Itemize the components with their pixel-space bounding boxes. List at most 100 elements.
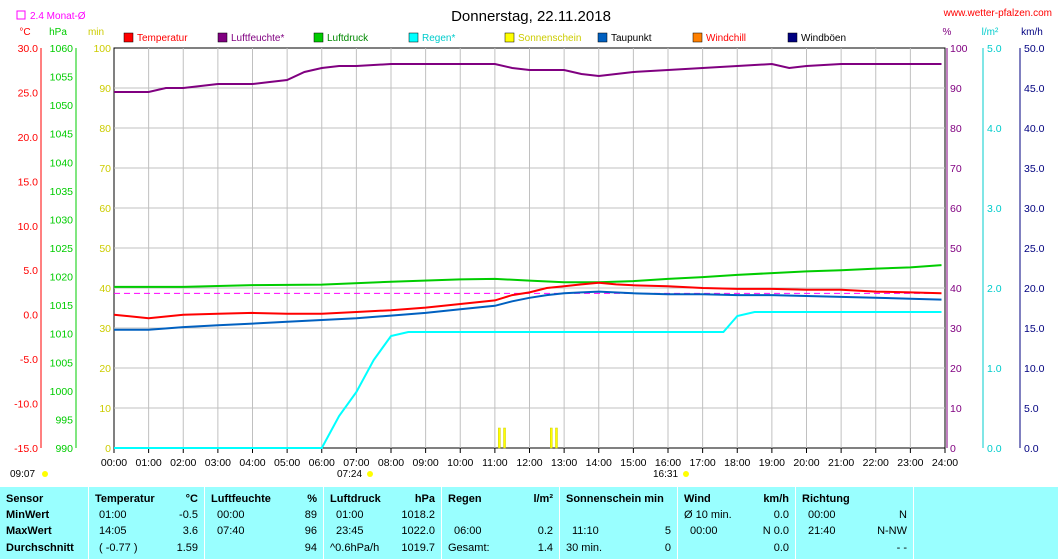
temp-tick-label: 20.0 [18,132,39,144]
pressure-header: Luftdruck [330,493,381,505]
sensor-header: Sensor [6,493,44,505]
rain-tick-label: 0.0 [987,443,1002,455]
humidity-tick-label: 20 [950,363,962,375]
legend-label: Windchill [706,33,746,44]
temp-tick-label: 25.0 [18,87,39,99]
sun-icon [42,471,48,477]
humidity-unit: % [307,493,317,505]
col-regen: Regen l/m² 06:00 0.2 Gesamt: 1.4 [442,487,560,559]
row-avg-label: Durchschnitt [6,542,74,554]
x-tick-label: 16:00 [655,457,681,469]
rain-total-label: Gesamt: [448,542,490,554]
sun-tick-label: 80 [99,123,111,135]
x-tick-label: 01:00 [135,457,161,469]
series-line-temp [113,281,942,320]
wind-tick-label: 45.0 [1024,83,1045,95]
legend-swatch [597,32,608,43]
pressure-tick-label: 1015 [50,300,74,312]
humidity-tick-label: 100 [950,43,968,55]
sun-max-time: 11:10 [572,525,599,537]
x-tick-label: 02:00 [170,457,196,469]
x-tick-label: 17:00 [689,457,715,469]
pressure-min-value: 1018.2 [401,509,435,521]
series-line-rain [114,311,942,449]
sun-tick-label: 0 [105,443,111,455]
wind-tick-label: 15.0 [1024,323,1045,335]
pressure-tick-label: 1050 [50,100,74,112]
x-tick-label: 21:00 [828,457,854,469]
sunset-icon [683,471,689,477]
wind-tick-label: 20.0 [1024,283,1045,295]
x-tick-label: 14:00 [586,457,612,469]
pressure-tick-label: 1005 [50,357,74,369]
col-luftfeuchte: Luftfeuchte % 00:00 89 07:40 96 94 [205,487,324,559]
sun-tick-label: 40 [99,283,111,295]
pressure-max-time: 23:45 [336,525,364,537]
pressure-tick-label: 1010 [50,329,74,341]
pressure-unit: hPa [414,493,435,505]
x-tick-label: 15:00 [620,457,646,469]
rain-max-time: 06:00 [454,525,482,537]
temp-tick-label: -5.0 [20,354,38,366]
x-tick-label: 03:00 [205,457,231,469]
x-tick-label: 08:00 [378,457,404,469]
legend-swatch [123,32,134,43]
x-tick-label: 20:00 [793,457,819,469]
x-tick-label: 05:00 [274,457,300,469]
rain-tick-label: 3.0 [987,203,1002,215]
sunrise-left-label: 09:07 [10,469,35,480]
sun-tick-label: 50 [99,243,111,255]
temp-avg-note: ( -0.77 ) [99,542,138,554]
x-tick-label: 23:00 [897,457,923,469]
unit-temp: °C [19,27,30,38]
sun-total-label: 30 min. [566,542,603,554]
temp-tick-label: -15.0 [14,443,38,455]
x-tick-label: 00:00 [101,457,127,469]
unit-wind: km/h [1021,27,1043,38]
row-max-label: MaxWert [6,525,52,537]
temp-min-value: -0.5 [179,509,198,521]
wind-tick-label: 5.0 [1024,403,1039,415]
x-tick-label: 13:00 [551,457,577,469]
col-luftdruck: Luftdruck hPa 01:00 1018.2 23:45 1022.0 … [324,487,442,559]
temp-avg-value: 1.59 [176,542,198,554]
sun-header: Sonnenschein min [566,493,664,505]
pressure-tick-label: 1040 [50,157,74,169]
temp-header: Temperatur [95,493,155,505]
rain-tick-label: 2.0 [987,283,1002,295]
humidity-min-value: 89 [304,509,317,521]
wind-tick-label: 0.0 [1024,443,1039,455]
temp-tick-label: 5.0 [23,265,38,277]
pressure-avg-value: 1019.7 [401,542,435,554]
legend-swatch [504,32,515,43]
sunshine-bar [498,427,501,449]
wind-header: Wind [684,493,711,505]
pressure-tick-label: 1055 [50,72,74,84]
legend-label: Temperatur [137,33,188,44]
sun-tick-label: 30 [99,323,111,335]
series-line-pressure [114,264,942,288]
rain-header: Regen [448,493,482,505]
wind-tick-label: 50.0 [1024,43,1045,55]
site-link[interactable]: www.wetter-pfalzen.com [943,8,1052,19]
weather-chart: Donnerstag, 22.11.2018 www.wetter-pfalze… [10,8,1052,480]
sun-tick-label: 10 [99,403,111,415]
wind-avg-value: 0.0 [773,509,789,521]
wind-tick-label: 10.0 [1024,363,1045,375]
humidity-tick-label: 30 [950,323,962,335]
legend: Temperatur Luftfeuchte* Luftdruck Regen* Son… [123,32,846,44]
series-layer [113,62,942,449]
unit-pressure: hPa [49,27,67,38]
direction-header: Richtung [802,493,850,505]
rain-unit: l/m² [533,493,553,505]
legend-label: Regen* [422,33,455,44]
wind-max-value: N 0.0 [762,525,789,537]
temp-tick-label: 10.0 [18,221,39,233]
x-tick-label: 06:00 [309,457,335,469]
col-sensor: Sensor MinWert MaxWert Durchschnitt [0,487,89,559]
pressure-max-value: 1022.0 [401,525,435,537]
humidity-header: Luftfeuchte [211,493,271,505]
temp-tick-label: 15.0 [18,176,39,188]
sun-total-value: 0 [664,542,671,554]
sun-tick-label: 20 [99,363,111,375]
